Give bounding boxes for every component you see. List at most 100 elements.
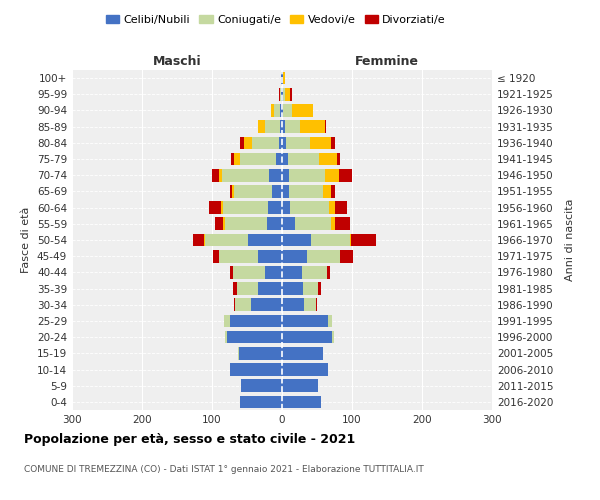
Bar [229, 185, 232, 198]
Bar [282, 104, 283, 117]
Bar [279, 88, 280, 101]
Bar [282, 234, 311, 246]
Text: Femmine: Femmine [355, 56, 419, 68]
Bar [219, 250, 257, 262]
Bar [282, 282, 303, 295]
Bar [285, 120, 300, 133]
Bar [282, 72, 283, 85]
Bar [292, 104, 313, 117]
Bar [248, 234, 282, 246]
Bar [222, 169, 269, 181]
Bar [329, 202, 335, 214]
Bar [289, 185, 323, 198]
Bar [278, 136, 282, 149]
Bar [282, 169, 289, 181]
Bar [239, 347, 282, 360]
Y-axis label: Anni di nascita: Anni di nascita [565, 198, 575, 281]
Bar [282, 152, 287, 166]
Legend: Celibi/Nubili, Coniugati/e, Vedovi/e, Divorziati/e: Celibi/Nubili, Coniugati/e, Vedovi/e, Di… [101, 10, 451, 29]
Bar [282, 218, 295, 230]
Bar [235, 298, 251, 311]
Bar [282, 298, 304, 311]
Bar [251, 298, 282, 311]
Bar [221, 202, 223, 214]
Bar [265, 120, 280, 133]
Bar [281, 72, 282, 85]
Bar [224, 218, 266, 230]
Bar [229, 363, 282, 376]
Bar [283, 104, 292, 117]
Bar [227, 331, 282, 344]
Text: Maschi: Maschi [152, 56, 202, 68]
Bar [236, 282, 257, 295]
Bar [282, 331, 332, 344]
Bar [215, 218, 223, 230]
Bar [282, 266, 302, 278]
Bar [252, 136, 278, 149]
Bar [328, 314, 332, 328]
Bar [319, 282, 320, 295]
Bar [280, 104, 282, 117]
Bar [282, 396, 320, 408]
Bar [331, 136, 335, 149]
Bar [316, 298, 317, 311]
Bar [223, 218, 224, 230]
Bar [224, 314, 229, 328]
Bar [302, 266, 327, 278]
Bar [238, 347, 239, 360]
Bar [352, 234, 376, 246]
Bar [234, 298, 235, 311]
Bar [287, 152, 319, 166]
Bar [234, 185, 272, 198]
Y-axis label: Fasce di età: Fasce di età [22, 207, 31, 273]
Bar [285, 88, 290, 101]
Bar [257, 250, 282, 262]
Bar [323, 185, 331, 198]
Bar [241, 380, 282, 392]
Bar [325, 120, 326, 133]
Bar [335, 218, 350, 230]
Bar [289, 169, 325, 181]
Bar [240, 136, 244, 149]
Bar [240, 396, 282, 408]
Bar [311, 234, 350, 246]
Bar [233, 266, 265, 278]
Bar [282, 363, 328, 376]
Bar [257, 120, 265, 133]
Bar [271, 104, 274, 117]
Text: Popolazione per età, sesso e stato civile - 2021: Popolazione per età, sesso e stato civil… [24, 432, 355, 446]
Bar [282, 136, 286, 149]
Bar [282, 88, 283, 101]
Bar [282, 120, 285, 133]
Bar [274, 104, 280, 117]
Bar [290, 88, 292, 101]
Bar [282, 314, 328, 328]
Bar [331, 185, 335, 198]
Bar [295, 218, 331, 230]
Bar [283, 88, 285, 101]
Bar [231, 152, 235, 166]
Bar [307, 250, 340, 262]
Bar [219, 169, 222, 181]
Bar [268, 202, 282, 214]
Bar [319, 152, 337, 166]
Bar [290, 202, 329, 214]
Bar [224, 331, 227, 344]
Bar [277, 152, 282, 166]
Bar [281, 88, 282, 101]
Bar [266, 218, 282, 230]
Bar [310, 136, 331, 149]
Bar [223, 202, 268, 214]
Bar [282, 380, 319, 392]
Bar [229, 266, 233, 278]
Bar [229, 314, 282, 328]
Bar [209, 202, 221, 214]
Bar [300, 120, 325, 133]
Bar [282, 202, 290, 214]
Bar [350, 234, 351, 246]
Bar [233, 282, 236, 295]
Bar [269, 169, 282, 181]
Bar [282, 347, 323, 360]
Bar [193, 234, 203, 246]
Bar [335, 202, 347, 214]
